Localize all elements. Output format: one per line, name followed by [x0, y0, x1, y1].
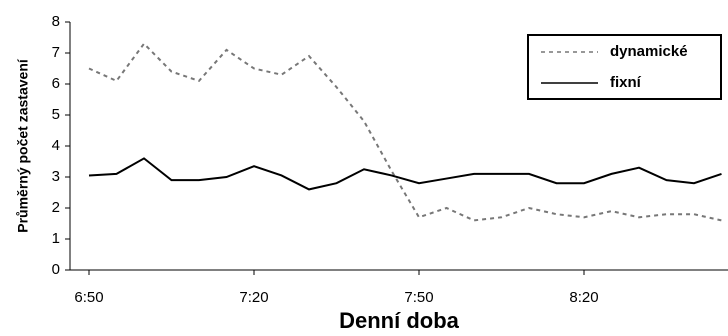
y-tick-label: 2 — [52, 199, 60, 216]
y-tick-label: 5 — [52, 106, 60, 123]
y-axis-label: Průměrný počet zastavení — [15, 58, 31, 233]
line-series — [88, 42, 722, 222]
x-axis-label: Denní doba — [339, 308, 460, 333]
line-series — [88, 157, 722, 191]
y-tick-label: 8 — [52, 13, 60, 30]
legend-label: dynamické — [610, 43, 688, 60]
x-tick-label: 6:50 — [74, 289, 103, 306]
y-tick-label: 3 — [52, 168, 60, 185]
legend-label: fixní — [610, 74, 642, 91]
x-tick-label: 7:20 — [239, 289, 268, 306]
y-tick-label: 4 — [52, 137, 60, 154]
legend-box — [527, 34, 722, 100]
y-tick-label: 6 — [52, 75, 60, 92]
x-tick-label: 8:20 — [569, 289, 598, 306]
y-tick-label: 7 — [52, 44, 60, 61]
y-tick-label: 0 — [52, 261, 60, 278]
y-tick-label: 1 — [52, 230, 60, 247]
x-tick-label: 7:50 — [404, 289, 433, 306]
